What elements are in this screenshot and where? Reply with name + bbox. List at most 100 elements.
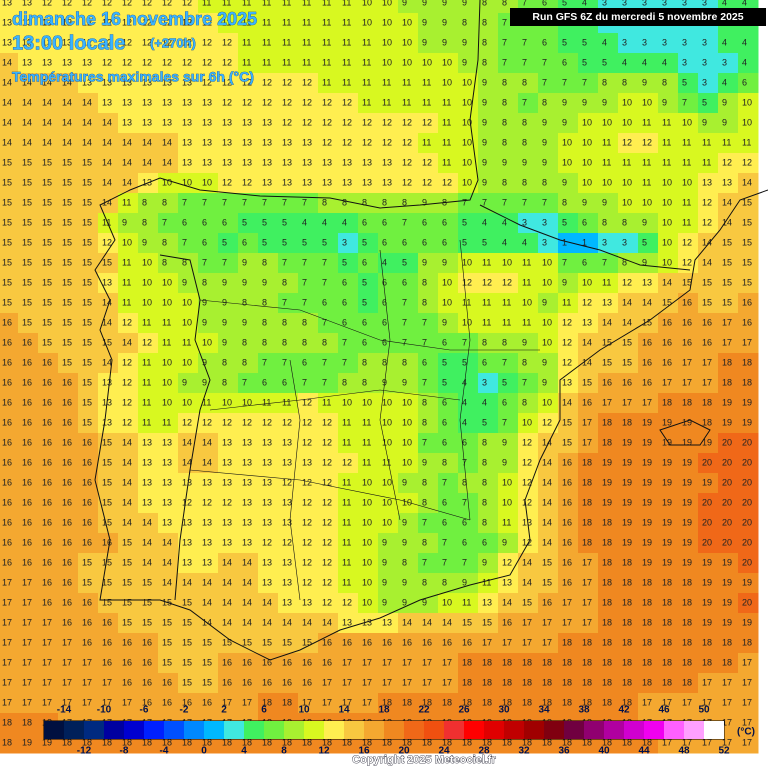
colorbar-label: -4 bbox=[160, 746, 169, 757]
temperature-value: 14 bbox=[162, 157, 172, 167]
temperature-value: 16 bbox=[22, 437, 32, 447]
temperature-cell bbox=[238, 233, 259, 254]
temperature-value: 5 bbox=[562, 0, 567, 7]
temperature-value: 4 bbox=[722, 37, 727, 47]
temperature-value: 15 bbox=[182, 657, 192, 667]
temperature-cell bbox=[618, 193, 639, 214]
temperature-value: 15 bbox=[82, 577, 92, 587]
temperature-value: 16 bbox=[22, 337, 32, 347]
temperature-value: 15 bbox=[742, 237, 752, 247]
temperature-value: 13 bbox=[342, 177, 352, 187]
temperature-value: 9 bbox=[442, 0, 447, 7]
temperature-value: 14 bbox=[562, 397, 572, 407]
temperature-value: 11 bbox=[162, 317, 171, 327]
temperature-value: 11 bbox=[702, 157, 711, 167]
temperature-cell bbox=[258, 173, 279, 194]
temperature-cell bbox=[538, 193, 559, 214]
temperature-value: 16 bbox=[682, 297, 692, 307]
temperature-value: 11 bbox=[322, 17, 331, 27]
temperature-value: 15 bbox=[202, 677, 212, 687]
temperature-value: 11 bbox=[322, 0, 331, 7]
temperature-value: 19 bbox=[722, 397, 732, 407]
temperature-cell bbox=[358, 73, 379, 94]
temperature-value: 18 bbox=[2, 717, 12, 727]
temperature-value: 12 bbox=[702, 197, 712, 207]
temperature-cell bbox=[518, 173, 539, 194]
temperature-value: 15 bbox=[22, 197, 32, 207]
temperature-cell bbox=[518, 133, 539, 154]
temperature-value: 8 bbox=[222, 357, 227, 367]
colorbar-swatch bbox=[604, 721, 624, 739]
temperature-value: 11 bbox=[442, 137, 451, 147]
temperature-cell bbox=[138, 93, 159, 114]
temperature-value: 15 bbox=[102, 517, 112, 527]
temperature-value: 16 bbox=[22, 397, 32, 407]
temperature-value: 11 bbox=[642, 157, 651, 167]
temperature-value: 12 bbox=[302, 517, 312, 527]
temperature-value: 12 bbox=[642, 137, 652, 147]
temperature-value: 16 bbox=[122, 637, 132, 647]
temperature-cell bbox=[658, 53, 679, 74]
temperature-cell bbox=[658, 113, 679, 134]
temperature-value: 15 bbox=[2, 237, 12, 247]
temperature-value: 15 bbox=[2, 217, 12, 227]
temperature-value: 17 bbox=[2, 657, 12, 667]
temperature-value: 15 bbox=[622, 337, 632, 347]
temperature-cell bbox=[478, 0, 499, 14]
temperature-value: 17 bbox=[702, 357, 712, 367]
temperature-value: 3 bbox=[662, 37, 667, 47]
temperature-value: 12 bbox=[102, 0, 112, 7]
temperature-value: 10 bbox=[402, 17, 412, 27]
temperature-value: 20 bbox=[722, 517, 732, 527]
copyright: Copyright 2025 Meteociel.fr bbox=[352, 754, 496, 766]
temperature-value: 10 bbox=[362, 517, 372, 527]
temperature-value: 19 bbox=[642, 477, 652, 487]
temperature-cell bbox=[98, 0, 119, 14]
temperature-value: 10 bbox=[502, 497, 512, 507]
temperature-value: 16 bbox=[102, 637, 112, 647]
temperature-cell bbox=[298, 173, 319, 194]
temperature-value: 7 bbox=[462, 497, 467, 507]
temperature-cell bbox=[498, 113, 519, 134]
temperature-cell bbox=[38, 13, 59, 34]
run-info: Run GFS 6Z du mercredi 5 novembre 2025 bbox=[532, 11, 743, 23]
temperature-cell bbox=[278, 113, 299, 134]
temperature-value: 11 bbox=[522, 257, 531, 267]
temperature-value: 15 bbox=[22, 177, 32, 187]
temperature-value: 15 bbox=[142, 617, 152, 627]
temperature-value: 14 bbox=[82, 117, 92, 127]
temperature-value: 16 bbox=[2, 397, 12, 407]
temperature-value: 10 bbox=[662, 217, 672, 227]
temperature-value: 5 bbox=[642, 237, 647, 247]
temperature-value: 8 bbox=[242, 357, 247, 367]
temperature-value: 13 bbox=[162, 117, 172, 127]
temperature-value: 19 bbox=[642, 417, 652, 427]
colorbar-swatch bbox=[244, 721, 264, 739]
temperature-cell bbox=[0, 133, 19, 154]
temperature-value: 4 bbox=[522, 237, 527, 247]
temperature-cell bbox=[398, 133, 419, 154]
temperature-value: 15 bbox=[62, 257, 72, 267]
temperature-value: 8 bbox=[222, 377, 227, 387]
temperature-cell bbox=[698, 33, 719, 54]
temperature-cell bbox=[658, 213, 679, 234]
temperature-value: 15 bbox=[482, 617, 492, 627]
temperature-value: 12 bbox=[282, 537, 292, 547]
temperature-value: 12 bbox=[202, 417, 212, 427]
temperature-value: 19 bbox=[622, 477, 632, 487]
temperature-value: 13 bbox=[102, 97, 112, 107]
temperature-value: 18 bbox=[602, 677, 612, 687]
temperature-value: 7 bbox=[202, 197, 207, 207]
temperature-value: 15 bbox=[602, 357, 612, 367]
temperature-value: 16 bbox=[302, 657, 312, 667]
temperature-value: 15 bbox=[622, 357, 632, 367]
temperature-cell bbox=[258, 53, 279, 74]
temperature-value: 3 bbox=[722, 57, 727, 67]
colorbar-label: 2 bbox=[221, 705, 227, 716]
temperature-value: 6 bbox=[562, 57, 567, 67]
temperature-value: 7 bbox=[602, 257, 607, 267]
temperature-cell bbox=[418, 13, 439, 34]
temperature-value: 11 bbox=[342, 77, 351, 87]
temperature-cell bbox=[638, 73, 659, 94]
temperature-cell bbox=[678, 213, 699, 234]
